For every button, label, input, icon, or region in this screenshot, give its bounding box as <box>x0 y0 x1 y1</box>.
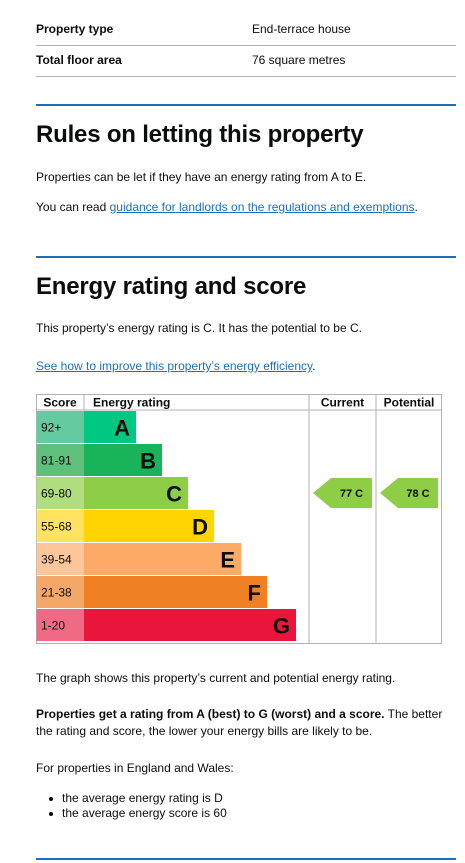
band-bar-b <box>84 444 162 476</box>
score-column-header: Score <box>43 396 77 410</box>
score-cell-f <box>36 576 84 608</box>
rating-column-header: Energy rating <box>93 396 170 410</box>
score-cell-b <box>36 444 84 476</box>
score-range-label: 21-38 <box>41 586 72 600</box>
band-bar-e <box>84 543 241 575</box>
summary-row-floor-area: Total floor area 76 square metres <box>36 45 456 77</box>
graph-note: The graph shows this property’s current … <box>36 671 396 685</box>
list-item: the average energy rating is D <box>49 791 223 805</box>
score-range-label: 81-91 <box>41 454 72 468</box>
section-divider <box>36 104 456 106</box>
potential-rating-arrow <box>380 478 438 508</box>
rating-explanation-bold: Properties get a rating from A (best) to… <box>36 707 385 721</box>
score-range-label: 1-20 <box>41 619 65 633</box>
score-range-label: 39-54 <box>41 553 72 567</box>
average-intro: For properties in England and Wales: <box>36 761 234 775</box>
band-letter: F <box>248 581 261 606</box>
improve-efficiency-link[interactable]: See how to improve this property’s energ… <box>36 359 313 373</box>
guidance-suffix: . <box>414 200 418 214</box>
current-rating-arrow <box>313 478 372 508</box>
letting-heading: Rules on letting this property <box>36 121 364 148</box>
improve-suffix: . <box>312 359 316 373</box>
summary-value: End-terrace house <box>252 22 351 36</box>
band-bar-d <box>84 510 214 542</box>
summary-row-property-type: Property type End-terrace house <box>36 14 456 46</box>
score-cell-c <box>36 477 84 509</box>
section-divider <box>36 858 456 860</box>
band-letter: G <box>273 614 290 639</box>
score-range-label: 69-80 <box>41 487 72 501</box>
score-cell-g <box>36 609 84 641</box>
band-letter: C <box>166 482 182 507</box>
band-letter: D <box>192 515 208 540</box>
score-cell-e <box>36 543 84 575</box>
potential-rating-label: 78 C <box>406 488 429 500</box>
rating-explanation: Properties get a rating from A (best) to… <box>36 706 456 740</box>
band-letter: B <box>140 449 156 474</box>
band-bar-f <box>84 576 267 608</box>
energy-heading: Energy rating and score <box>36 273 307 300</box>
current-rating-label: 77 C <box>340 488 363 500</box>
summary-value: 76 square metres <box>252 53 346 67</box>
guidance-prefix: You can read <box>36 200 110 214</box>
summary-key: Total floor area <box>36 53 122 67</box>
current-column-header: Current <box>321 396 364 410</box>
summary-key: Property type <box>36 22 114 36</box>
energy-rating-chart: Score Energy rating Current Potential 92+ A 81… <box>36 394 442 644</box>
guidance-link[interactable]: guidance for landlords on the regulation… <box>109 200 415 214</box>
score-range-label: 92+ <box>41 421 61 435</box>
band-letter: E <box>220 548 235 573</box>
list-item: the average energy score is 60 <box>49 806 227 820</box>
improve-paragraph: See how to improve this property’s energ… <box>36 358 456 375</box>
section-divider <box>36 256 456 258</box>
band-bar-g <box>84 609 296 641</box>
guidance-paragraph: You can read guidance for landlords on t… <box>36 199 456 216</box>
letting-paragraph: Properties can be let if they have an en… <box>36 170 367 184</box>
score-cell-d <box>36 510 84 542</box>
band-bar-c <box>84 477 188 509</box>
energy-rating-paragraph: This property’s energy rating is C. It h… <box>36 321 362 335</box>
potential-column-header: Potential <box>384 396 435 410</box>
score-cell-a <box>36 411 84 443</box>
score-range-label: 55-68 <box>41 520 72 534</box>
band-bar-a <box>84 411 136 443</box>
band-letter: A <box>114 416 130 441</box>
rating-explanation-rest: The better the rating and score, the low… <box>36 707 443 738</box>
